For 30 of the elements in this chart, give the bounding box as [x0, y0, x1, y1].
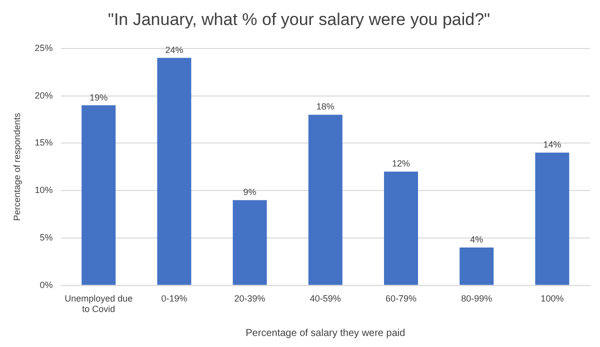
x-tick-label: 80-99% [461, 293, 492, 304]
y-tick-label: 15% [34, 138, 53, 148]
y-tick-label: 0% [40, 280, 53, 290]
x-axis-title: Percentage of salary they were paid [246, 328, 406, 339]
data-label: 4% [470, 234, 484, 244]
y-tick-label: 20% [34, 90, 53, 100]
data-label: 9% [243, 187, 256, 198]
bar [535, 152, 570, 285]
x-tick-label: 0-19% [161, 293, 188, 304]
y-tick-label: 5% [40, 232, 53, 242]
data-label: 12% [392, 158, 410, 169]
data-label: 18% [316, 102, 334, 112]
bar [460, 247, 494, 285]
bar [232, 200, 267, 285]
bar [384, 172, 418, 285]
data-label: 24% [165, 44, 184, 55]
x-tick-label: 60-79% [385, 293, 417, 304]
y-tick-label: 10% [34, 185, 53, 196]
x-tick-label: Unemployed due to Covid [64, 293, 133, 314]
x-tick-label: 100% [540, 293, 564, 304]
bar [308, 114, 342, 285]
chart-title: "In January, what % of your salary were you paid?" [108, 10, 490, 29]
y-tick-label: 25% [34, 42, 53, 53]
y-axis-title: Percentage of respondents [12, 112, 22, 221]
bar [157, 58, 192, 285]
data-label: 14% [543, 140, 562, 150]
data-label: 19% [90, 92, 108, 102]
x-tick-label: 20-39% [234, 293, 266, 304]
x-tick-label: 40-59% [310, 293, 341, 304]
bar [82, 105, 116, 285]
